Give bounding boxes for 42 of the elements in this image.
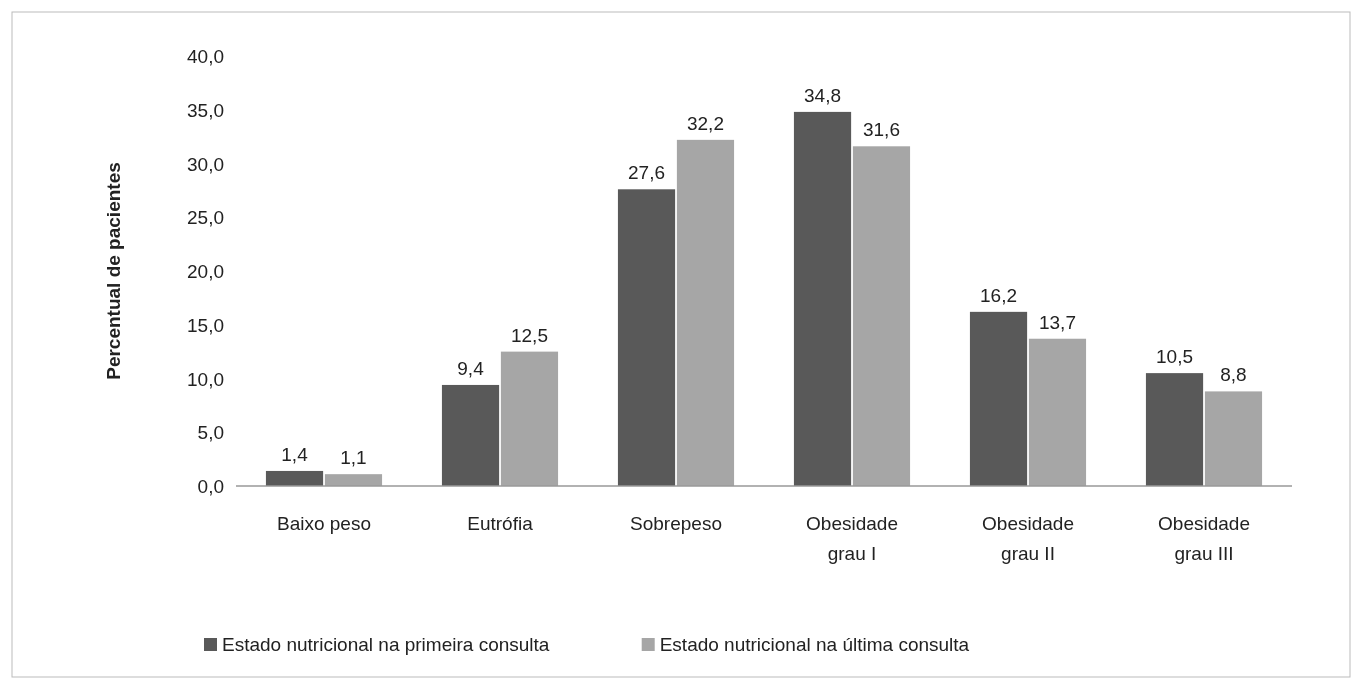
bar: [1028, 338, 1087, 486]
bar: [852, 146, 911, 486]
y-tick-label: 25,0: [187, 207, 224, 229]
y-axis-title: Percentual de pacientes: [103, 162, 124, 380]
x-tick-label: Obesidade grau III: [1158, 513, 1250, 564]
y-tick-label: 30,0: [187, 153, 224, 175]
bar: [265, 470, 324, 486]
x-tick-label: Obesidade grau I: [806, 513, 898, 564]
data-label: 8,8: [1220, 364, 1247, 386]
x-tick-label: Eutrófia: [467, 513, 534, 534]
bar: [676, 139, 735, 486]
x-tick-label: Obesidade grau II: [982, 513, 1074, 564]
bar: [500, 351, 559, 486]
data-label: 1,4: [281, 443, 309, 465]
y-tick-label: 35,0: [187, 99, 224, 121]
data-label: 13,7: [1038, 311, 1076, 333]
data-label: 31,6: [862, 119, 900, 141]
y-tick-label: 10,0: [187, 368, 224, 390]
data-label: 32,2: [686, 112, 724, 134]
bar: [793, 111, 852, 486]
bar: [441, 384, 500, 486]
y-tick-label: 40,0: [187, 46, 224, 67]
data-label: 1,1: [340, 447, 367, 469]
y-tick-label: 15,0: [187, 314, 224, 336]
legend-label: Estado nutricional na última consulta: [659, 634, 970, 655]
data-label: 10,5: [1156, 346, 1194, 368]
x-tick-label: Baixo peso: [276, 513, 372, 534]
data-label: 12,5: [510, 324, 548, 346]
bar: [324, 474, 383, 486]
bar: [1145, 373, 1204, 486]
y-tick-label: 0,0: [197, 476, 224, 497]
legend-label: Estado nutricional na primeira consulta: [222, 634, 550, 655]
x-tick-label: Sobrepeso: [630, 513, 722, 534]
y-tick-label: 20,0: [187, 261, 224, 282]
y-tick-label: 5,0: [197, 422, 224, 444]
bar: [1204, 391, 1263, 486]
bar: [617, 189, 676, 486]
data-label: 9,4: [457, 357, 485, 379]
data-label: 16,2: [980, 284, 1018, 306]
data-label: 27,6: [628, 162, 666, 184]
data-label: 34,8: [804, 84, 842, 106]
bar: [969, 311, 1028, 486]
